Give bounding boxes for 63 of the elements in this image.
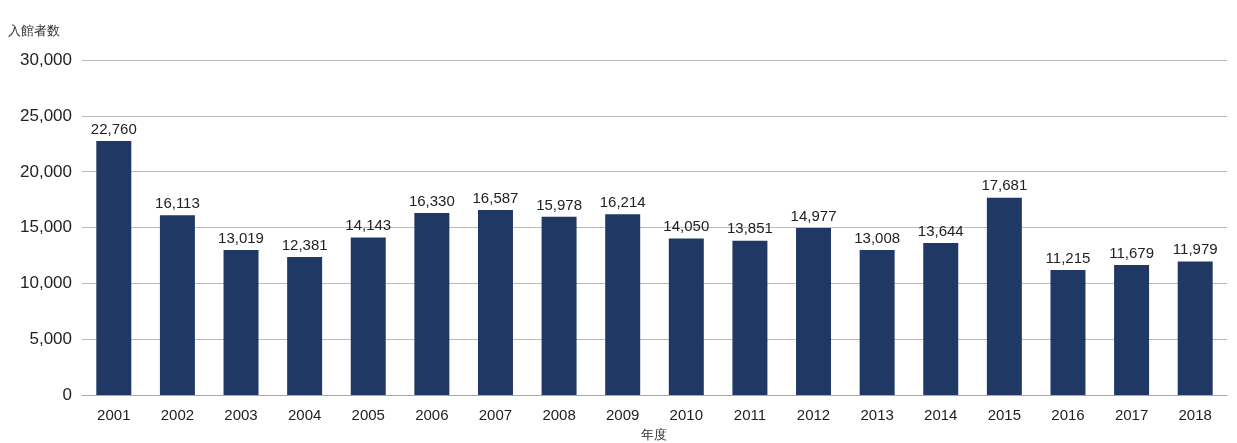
x-tick-label: 2007 — [478, 405, 513, 423]
x-tick-label: 2017 — [1114, 405, 1149, 423]
y-axis-title: 入館者数 — [8, 22, 60, 40]
bar — [1114, 264, 1150, 395]
x-tick-label: 2003 — [224, 405, 258, 423]
y-tick-label: 20,000 — [20, 161, 72, 181]
x-tick-label: 2018 — [1178, 405, 1212, 423]
bar — [223, 249, 259, 395]
x-tick-label: 2010 — [669, 405, 703, 423]
x-axis-title: 年度 — [641, 426, 668, 442]
x-tick-label: 2002 — [160, 405, 195, 423]
bar — [923, 242, 959, 395]
data-label: 15,978 — [536, 195, 583, 213]
bar — [986, 197, 1022, 395]
x-tick-label: 2004 — [287, 405, 322, 423]
x-tick-label: 2014 — [924, 405, 958, 423]
data-label: 13,019 — [218, 228, 264, 246]
y-tick-label: 10,000 — [20, 273, 72, 293]
x-tick-label: 2001 — [97, 405, 131, 423]
x-tick-label: 2013 — [860, 405, 894, 423]
x-tick-label: 2005 — [351, 405, 385, 423]
bar — [1050, 270, 1086, 395]
bar — [96, 141, 132, 395]
bar — [350, 237, 386, 395]
y-tick-label: 25,000 — [20, 105, 72, 125]
x-tick-label: 2015 — [987, 405, 1022, 423]
bar — [859, 250, 895, 395]
data-label: 22,760 — [90, 119, 137, 137]
y-tick-label: 5,000 — [29, 329, 72, 349]
x-tick-label: 2009 — [606, 405, 640, 423]
y-tick-label: 15,000 — [20, 217, 72, 237]
data-label: 17,681 — [981, 176, 1028, 194]
data-label: 14,977 — [790, 206, 837, 224]
data-label: 11,215 — [1045, 248, 1091, 266]
bar — [605, 214, 641, 395]
data-label: 13,644 — [917, 221, 964, 239]
data-label: 16,330 — [408, 191, 455, 209]
data-label: 16,587 — [472, 188, 519, 206]
bar — [287, 257, 323, 395]
bar — [159, 215, 195, 395]
data-label: 16,113 — [155, 194, 200, 211]
data-label: 11,679 — [1109, 243, 1154, 261]
bar — [541, 216, 577, 395]
data-label: 12,381 — [281, 235, 328, 253]
bar — [668, 238, 704, 395]
bar — [796, 228, 832, 395]
bar — [732, 240, 768, 395]
data-label: 13,008 — [854, 228, 901, 246]
x-tick-label: 2006 — [415, 405, 449, 423]
x-tick-label: 2016 — [1051, 405, 1085, 423]
bar — [1177, 261, 1213, 395]
x-tick-label: 2008 — [542, 405, 576, 423]
data-label: 14,143 — [345, 216, 392, 234]
x-tick-label: 2011 — [733, 405, 767, 423]
data-label: 14,050 — [663, 217, 710, 235]
x-tick-label: 2012 — [796, 405, 831, 423]
data-label: 16,214 — [599, 192, 646, 210]
data-label: 13,851 — [726, 219, 773, 237]
data-label: 11,979 — [1172, 240, 1218, 258]
bar — [414, 212, 450, 395]
y-tick-label: 0 — [62, 385, 72, 405]
bar — [477, 210, 513, 395]
y-tick-label: 30,000 — [20, 49, 72, 69]
